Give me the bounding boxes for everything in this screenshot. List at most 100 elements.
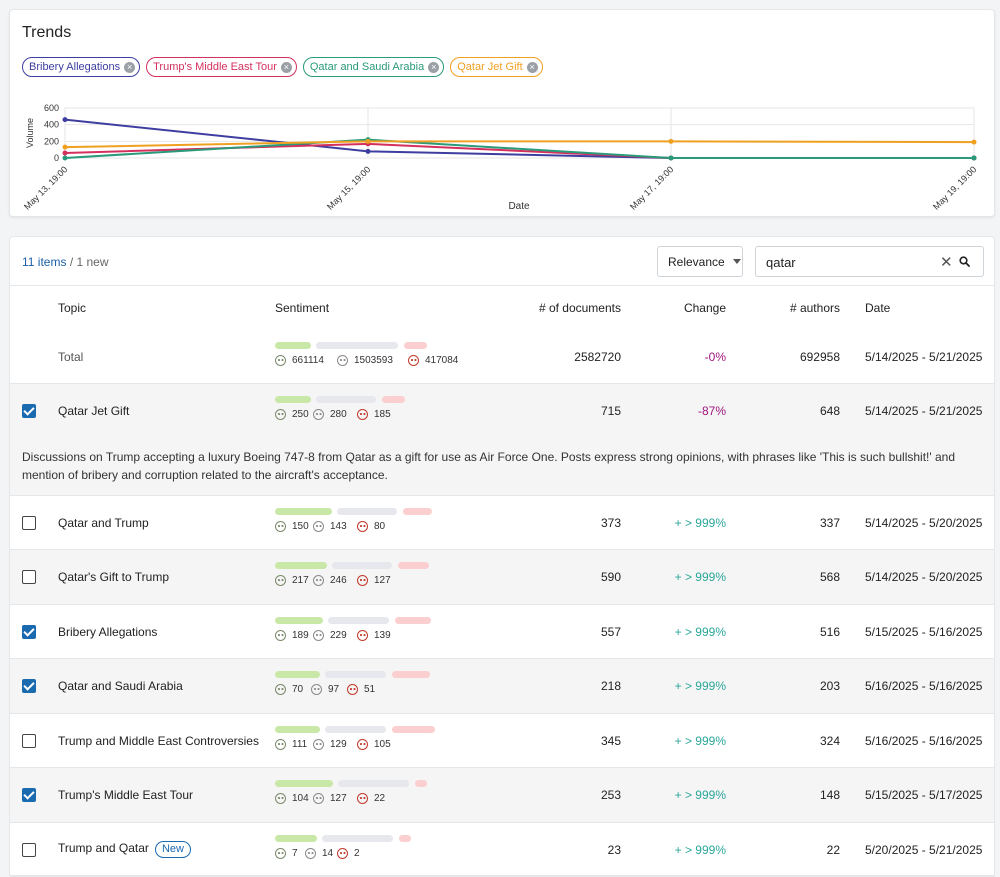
sentiment-pos: 217	[275, 575, 309, 586]
topic-cell[interactable]: Bribery Allegations	[58, 625, 157, 639]
sentiment-bar-pos	[275, 396, 311, 403]
clear-icon[interactable]: ✕	[940, 254, 953, 271]
sort-dropdown[interactable]: Relevance	[657, 246, 743, 277]
x-tick-label: May 13, 19:00	[22, 164, 69, 211]
sentiment-neg: 105	[357, 739, 391, 750]
x-axis-label: Date	[508, 201, 530, 212]
sentiment-bar-neg	[398, 562, 429, 569]
neutral-face-icon	[311, 684, 322, 695]
sentiment-bar-neg	[392, 726, 435, 733]
sentiment-bar-neu	[328, 617, 389, 624]
trend-chip[interactable]: Trump's Middle East Tour ×	[146, 57, 297, 77]
table-toolbar: 11 items / 1 new Relevance ✕	[10, 237, 994, 286]
sentiment-bar-neg	[399, 835, 411, 842]
frown-icon	[357, 409, 368, 420]
sentiment-bar-neu	[325, 726, 386, 733]
remove-chip-icon[interactable]: ×	[526, 61, 538, 73]
topic-cell[interactable]: Qatar's Gift to Trump	[58, 570, 169, 584]
sentiment-pos: 104	[275, 793, 309, 804]
frown-icon	[357, 739, 368, 750]
search-icon[interactable]	[959, 256, 970, 267]
sentiment-neu: 14	[305, 848, 333, 859]
items-count-link[interactable]: 11 items	[22, 255, 67, 269]
col-date[interactable]: Date	[865, 301, 891, 315]
sentiment-bar-pos	[275, 671, 320, 678]
row-checkbox[interactable]	[22, 570, 36, 584]
series-point	[971, 155, 977, 161]
table-row[interactable]: Bribery Allegations 189 229 139 557 + > 999% 5…	[10, 605, 994, 659]
series-point	[668, 155, 674, 161]
sentiment-cell: 189 229 139	[275, 617, 435, 643]
sentiment-bar-neu	[322, 835, 393, 842]
topics-card: 11 items / 1 new Relevance ✕ Topic Senti…	[9, 236, 995, 877]
row-checkbox[interactable]	[22, 625, 36, 639]
sentiment-bar-pos	[275, 508, 332, 515]
table-row[interactable]: Trump's Middle East Tour 104 127 22 253 + > 9…	[10, 768, 994, 823]
topic-cell[interactable]: Trump and Middle East Controversies	[58, 734, 259, 748]
sentiment-pos: 250	[275, 409, 309, 420]
smile-icon	[275, 630, 286, 641]
topic-cell[interactable]: Trump's Middle East Tour	[58, 788, 193, 802]
topic-label: Qatar's Gift to Trump	[58, 570, 169, 584]
topic-cell[interactable]: Qatar Jet Gift	[58, 404, 129, 418]
sentiment-neu: 246	[313, 575, 347, 586]
total-sentiment: 661114 1503593 417084	[275, 342, 458, 368]
date-cell: 5/20/2025 - 5/21/2025	[865, 843, 983, 857]
y-tick-label: 600	[44, 103, 59, 113]
row-checkbox[interactable]	[22, 734, 36, 748]
sentiment-neu: 143	[313, 521, 347, 532]
topic-label: Trump and Middle East Controversies	[58, 734, 259, 748]
x-tick-label: May 17, 19:00	[628, 164, 675, 211]
y-tick-label: 400	[44, 120, 59, 130]
row-checkbox[interactable]	[22, 843, 36, 857]
sentiment-bar-neu	[338, 780, 409, 787]
sentiment-pos: 111	[275, 739, 307, 750]
col-documents[interactable]: # of documents	[538, 301, 621, 315]
sentiment-cell: 7 14 2	[275, 835, 435, 861]
table-row[interactable]: Trump and Middle East Controversies 111 12…	[10, 714, 994, 768]
table-row[interactable]: Qatar's Gift to Trump 217 246 127 590 + > 999…	[10, 550, 994, 605]
col-topic[interactable]: Topic	[58, 301, 87, 315]
neutral-face-icon	[337, 355, 348, 366]
documents-cell: 373	[600, 516, 621, 530]
row-checkbox[interactable]	[22, 516, 36, 530]
search-input[interactable]	[766, 253, 926, 271]
table-row[interactable]: Trump and Qatar New 7 14 2 23 + > 999% 22 5/20/2…	[10, 823, 994, 877]
series-line	[64, 118, 974, 159]
remove-chip-icon[interactable]: ×	[428, 61, 440, 73]
trend-chip[interactable]: Qatar Jet Gift ×	[450, 57, 543, 77]
y-tick-label: 0	[54, 153, 59, 163]
sentiment-cell: 250 280 185	[275, 396, 435, 422]
col-authors[interactable]: # authors	[789, 301, 840, 315]
col-sentiment[interactable]: Sentiment	[275, 301, 330, 315]
remove-chip-icon[interactable]: ×	[124, 61, 136, 73]
topic-cell[interactable]: Trump and Qatar New	[58, 841, 191, 858]
topic-cell[interactable]: Qatar and Saudi Arabia	[58, 679, 183, 693]
sentiment-bar-neu	[325, 671, 386, 678]
row-checkbox[interactable]	[22, 788, 36, 802]
topic-cell[interactable]: Qatar and Trump	[58, 516, 149, 530]
date-cell: 5/15/2025 - 5/16/2025	[865, 625, 983, 639]
y-axis-label: Volume	[25, 118, 35, 148]
neutral-face-icon	[313, 739, 324, 750]
authors-cell: 324	[819, 734, 840, 748]
change-cell: + > 999%	[674, 788, 726, 802]
smile-icon	[275, 409, 286, 420]
total-authors: 692958	[799, 350, 840, 364]
series-line	[64, 138, 974, 159]
row-checkbox[interactable]	[22, 404, 36, 418]
table-row[interactable]: Qatar and Saudi Arabia 70 97 51 218 + > 999% 2…	[10, 659, 994, 714]
trend-chip[interactable]: Qatar and Saudi Arabia ×	[302, 57, 445, 77]
row-checkbox[interactable]	[22, 679, 36, 693]
remove-chip-icon[interactable]: ×	[280, 61, 292, 73]
topic-label: Qatar and Trump	[58, 516, 149, 530]
sentiment-neg: 185	[357, 409, 391, 420]
col-change[interactable]: Change	[683, 301, 726, 315]
frown-icon	[408, 355, 419, 366]
trend-chip[interactable]: Bribery Allegations ×	[22, 57, 141, 77]
sentiment-neg: 139	[357, 630, 391, 641]
table-row[interactable]: Qatar and Trump 150 143 80 373 + > 999% 337 5/1…	[10, 496, 994, 550]
authors-cell: 22	[826, 843, 840, 857]
smile-icon	[275, 684, 286, 695]
table-row[interactable]: Qatar Jet Gift 250 280 185 715 -87% 648 5/14/20…	[10, 384, 994, 496]
